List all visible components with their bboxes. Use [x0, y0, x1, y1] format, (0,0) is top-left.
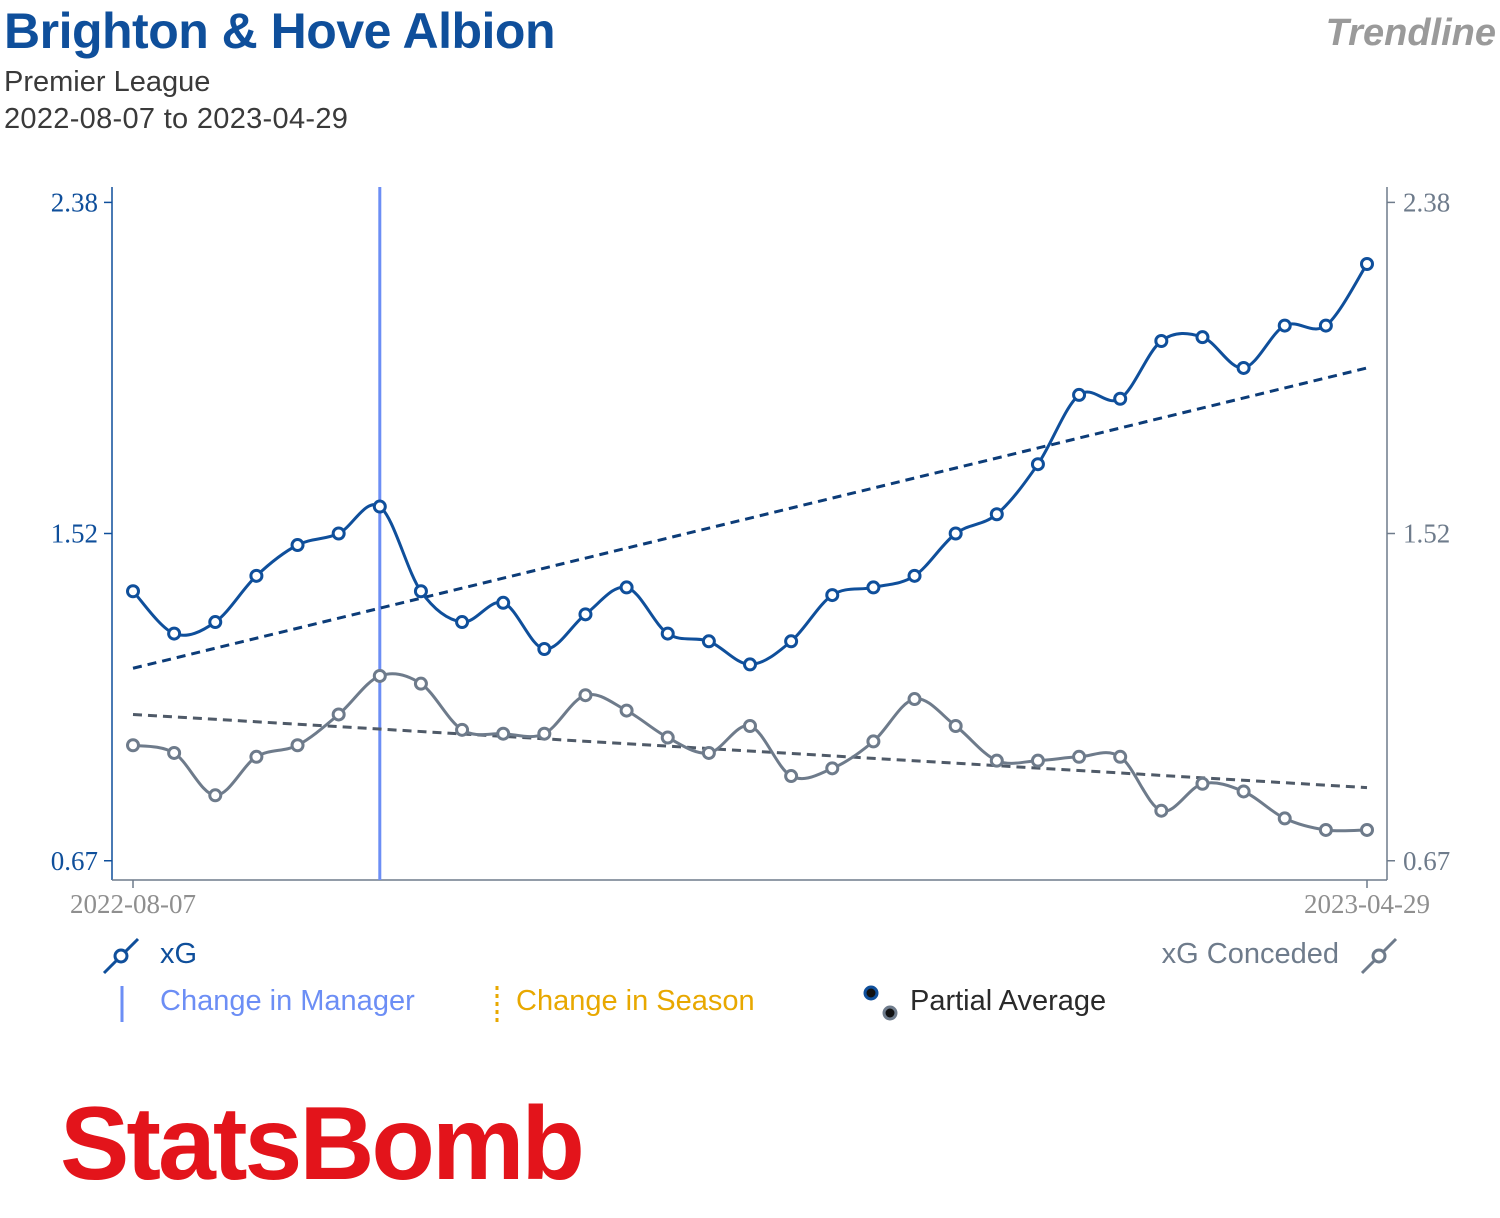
point-xg-conceded — [372, 668, 387, 683]
series-lines — [131, 263, 1369, 833]
x-tick-label-start: 2022-08-07 — [70, 889, 196, 919]
point-xg — [866, 580, 881, 595]
point-xg — [1072, 387, 1087, 402]
page-title: Brighton & Hove Albion — [4, 3, 556, 59]
point-xg — [784, 634, 799, 649]
point-xg — [619, 580, 634, 595]
x-tick-label-end: 2023-04-29 — [1304, 889, 1430, 919]
point-xg-conceded — [907, 692, 922, 707]
point-xg — [578, 607, 593, 622]
point-xg — [537, 642, 552, 656]
point-xg — [1030, 457, 1045, 472]
point-xg-conceded — [948, 719, 963, 733]
point-xg — [743, 657, 757, 672]
point-xg — [1277, 318, 1292, 333]
competition-label: Premier League — [4, 66, 211, 98]
legend-xg-conceded-icon-marker — [1371, 948, 1387, 964]
point-xg-conceded — [1277, 811, 1292, 826]
point-xg-conceded — [701, 745, 716, 760]
series-points — [126, 257, 1374, 837]
point-xg — [660, 626, 675, 641]
point-xg-conceded — [249, 749, 264, 764]
point-xg — [825, 588, 840, 603]
y-tick-label-left: 1.52 — [51, 519, 98, 549]
point-xg — [290, 538, 305, 553]
legend-xg-label: xG — [160, 938, 198, 970]
point-xg-conceded — [537, 726, 552, 741]
point-xg-conceded — [331, 707, 346, 722]
point-xg — [989, 507, 1004, 522]
legend-xg-conceded-label: xG Conceded — [1161, 938, 1339, 970]
point-xg-conceded — [866, 734, 881, 749]
legend-manager-label: Change in Manager — [160, 985, 415, 1017]
point-xg-conceded — [825, 761, 840, 776]
y-tick-label-right: 0.67 — [1403, 846, 1450, 876]
brand-label: Trendline — [1325, 12, 1496, 54]
trend-lines — [132, 366, 1368, 790]
point-xg — [249, 568, 264, 583]
point-xg — [1360, 257, 1374, 271]
point-xg — [372, 499, 387, 514]
legend-partial-average-icon-xgc — [882, 1005, 898, 1021]
point-xg — [208, 615, 223, 630]
series-line-xg — [131, 263, 1369, 666]
y-tick-label-right: 2.38 — [1403, 187, 1450, 217]
point-xg-conceded — [578, 688, 593, 703]
y-tick-label-left: 2.38 — [51, 187, 98, 217]
point-xg-conceded — [1154, 803, 1169, 818]
legend-partial-average-label: Partial Average — [910, 985, 1107, 1017]
trend-line-xg — [132, 366, 1368, 670]
point-xg-conceded — [1195, 776, 1210, 791]
point-xg — [1195, 330, 1210, 345]
y-tick-label-left: 0.67 — [51, 846, 98, 876]
point-xg — [1318, 318, 1333, 333]
chart-axes: 0.67 0.67 1.52 1.52 2.38 2.38 2022-08-07 2023-0… — [51, 187, 1450, 919]
point-xg-conceded — [496, 726, 511, 741]
point-xg — [455, 615, 470, 630]
point-xg-conceded — [989, 753, 1004, 768]
point-xg-conceded — [784, 769, 799, 784]
point-xg — [701, 634, 716, 649]
point-xg — [126, 584, 140, 599]
point-xg — [496, 595, 511, 610]
point-xg — [167, 626, 182, 641]
point-xg — [413, 584, 428, 599]
point-xg-conceded — [743, 719, 757, 733]
legend-partial-average-icon-xg — [863, 985, 879, 1001]
point-xg-conceded — [1072, 749, 1087, 764]
point-xg — [1236, 360, 1251, 375]
point-xg-conceded — [126, 738, 140, 753]
legend-icons — [102, 937, 1398, 1022]
point-xg-conceded — [619, 703, 634, 718]
point-xg-conceded — [413, 676, 428, 691]
legend-season-label: Change in Season — [516, 985, 755, 1017]
point-xg — [948, 526, 963, 541]
statsbomb-logo: StatsBomb — [60, 1086, 585, 1202]
point-xg-conceded — [1236, 784, 1251, 799]
legend-xg-icon-marker — [113, 948, 129, 964]
point-xg-conceded — [1318, 822, 1333, 837]
point-xg-conceded — [1360, 822, 1374, 837]
point-xg-conceded — [1113, 749, 1128, 764]
point-xg — [1113, 391, 1128, 406]
date-range-label: 2022-08-07 to 2023-04-29 — [4, 103, 349, 135]
point-xg — [907, 568, 922, 583]
y-tick-label-right: 1.52 — [1403, 519, 1450, 549]
trend-line-xg-conceded — [132, 712, 1368, 790]
point-xg-conceded — [660, 730, 675, 745]
point-xg-conceded — [1030, 753, 1045, 768]
point-xg-conceded — [208, 788, 223, 803]
point-xg-conceded — [290, 738, 305, 753]
point-xg-conceded — [455, 722, 470, 737]
point-xg — [1154, 334, 1169, 348]
point-xg — [331, 526, 346, 541]
point-xg-conceded — [167, 745, 182, 760]
